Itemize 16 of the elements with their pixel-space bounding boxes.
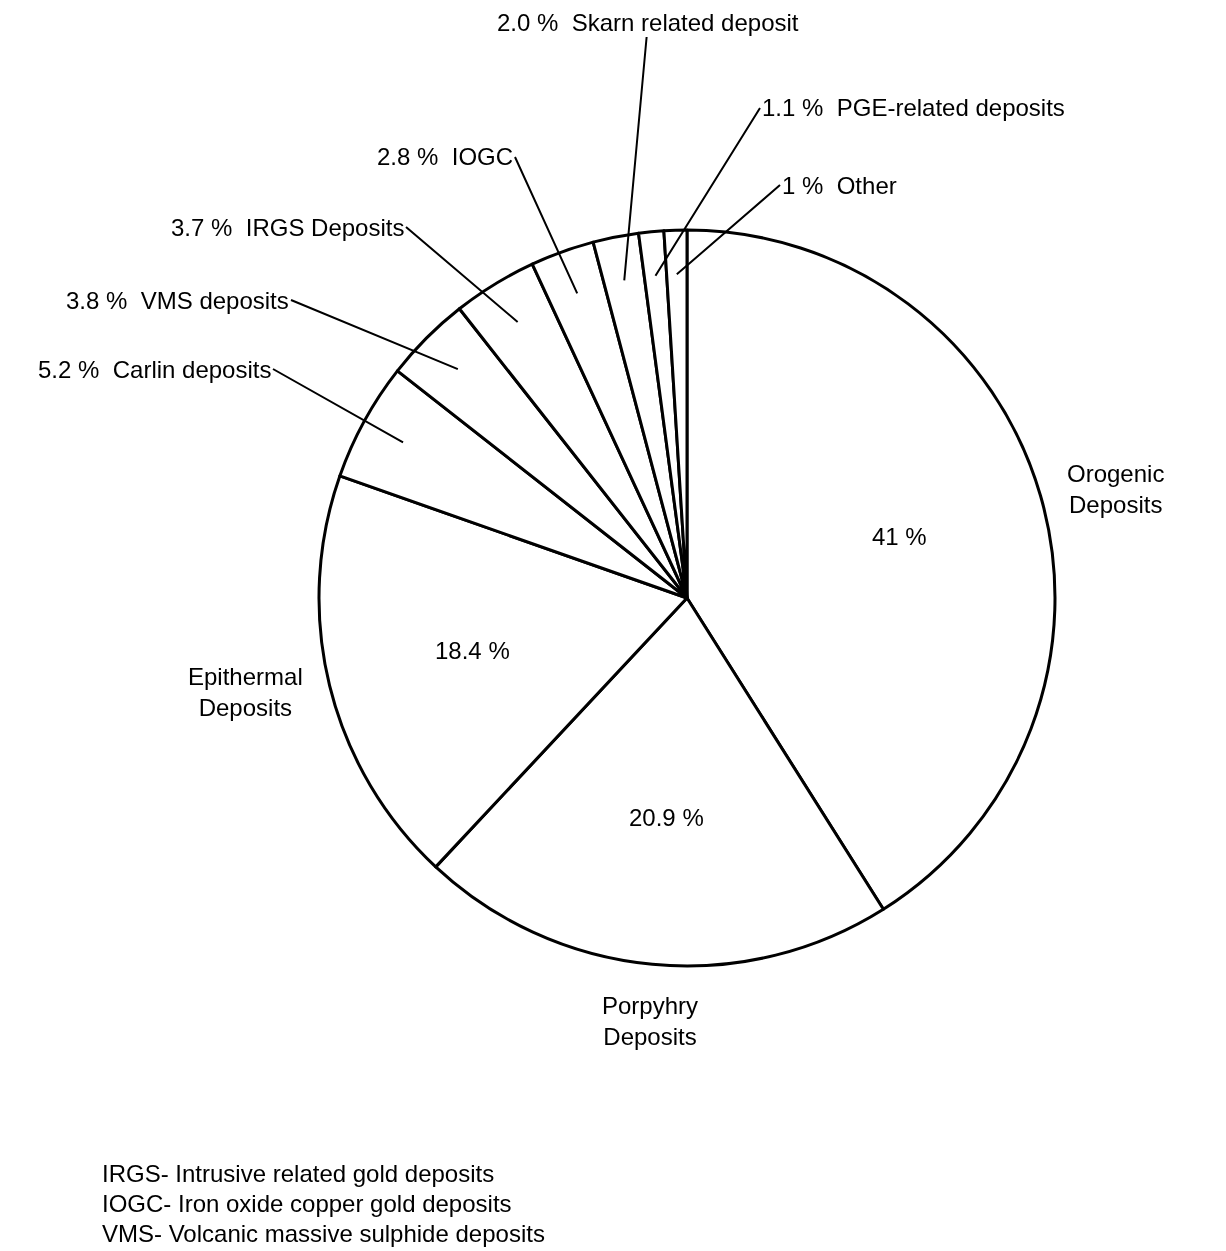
slice-label: 2.8 % IOGC: [377, 143, 514, 170]
slice-label: 1.1 % PGE-related deposits: [762, 94, 1065, 121]
slice-label: 1 % Other: [782, 172, 897, 199]
slice-label: 2.0 % Skarn related deposit: [497, 9, 799, 36]
slice-label: 3.7 % IRGS Deposits: [171, 214, 405, 241]
text: VMS- Volcanic massive sulphide deposits: [102, 1220, 545, 1247]
slice-label: 5.2 % Carlin deposits: [38, 356, 272, 383]
text: IRGS- Intrusive related gold deposits: [102, 1160, 495, 1187]
data-label: 20.9 %: [629, 804, 704, 831]
data-label: 41 %: [872, 523, 927, 550]
text: IOGC- Iron oxide copper gold deposits: [102, 1190, 512, 1217]
slice-label: 3.8 % VMS deposits: [66, 287, 289, 314]
slice-label: Epithermal Deposits: [188, 663, 303, 722]
slice-label: Porpyhry Deposits: [602, 992, 699, 1051]
slice-label: Orogenic Deposits: [1067, 460, 1165, 519]
data-label: 18.4 %: [435, 637, 510, 664]
